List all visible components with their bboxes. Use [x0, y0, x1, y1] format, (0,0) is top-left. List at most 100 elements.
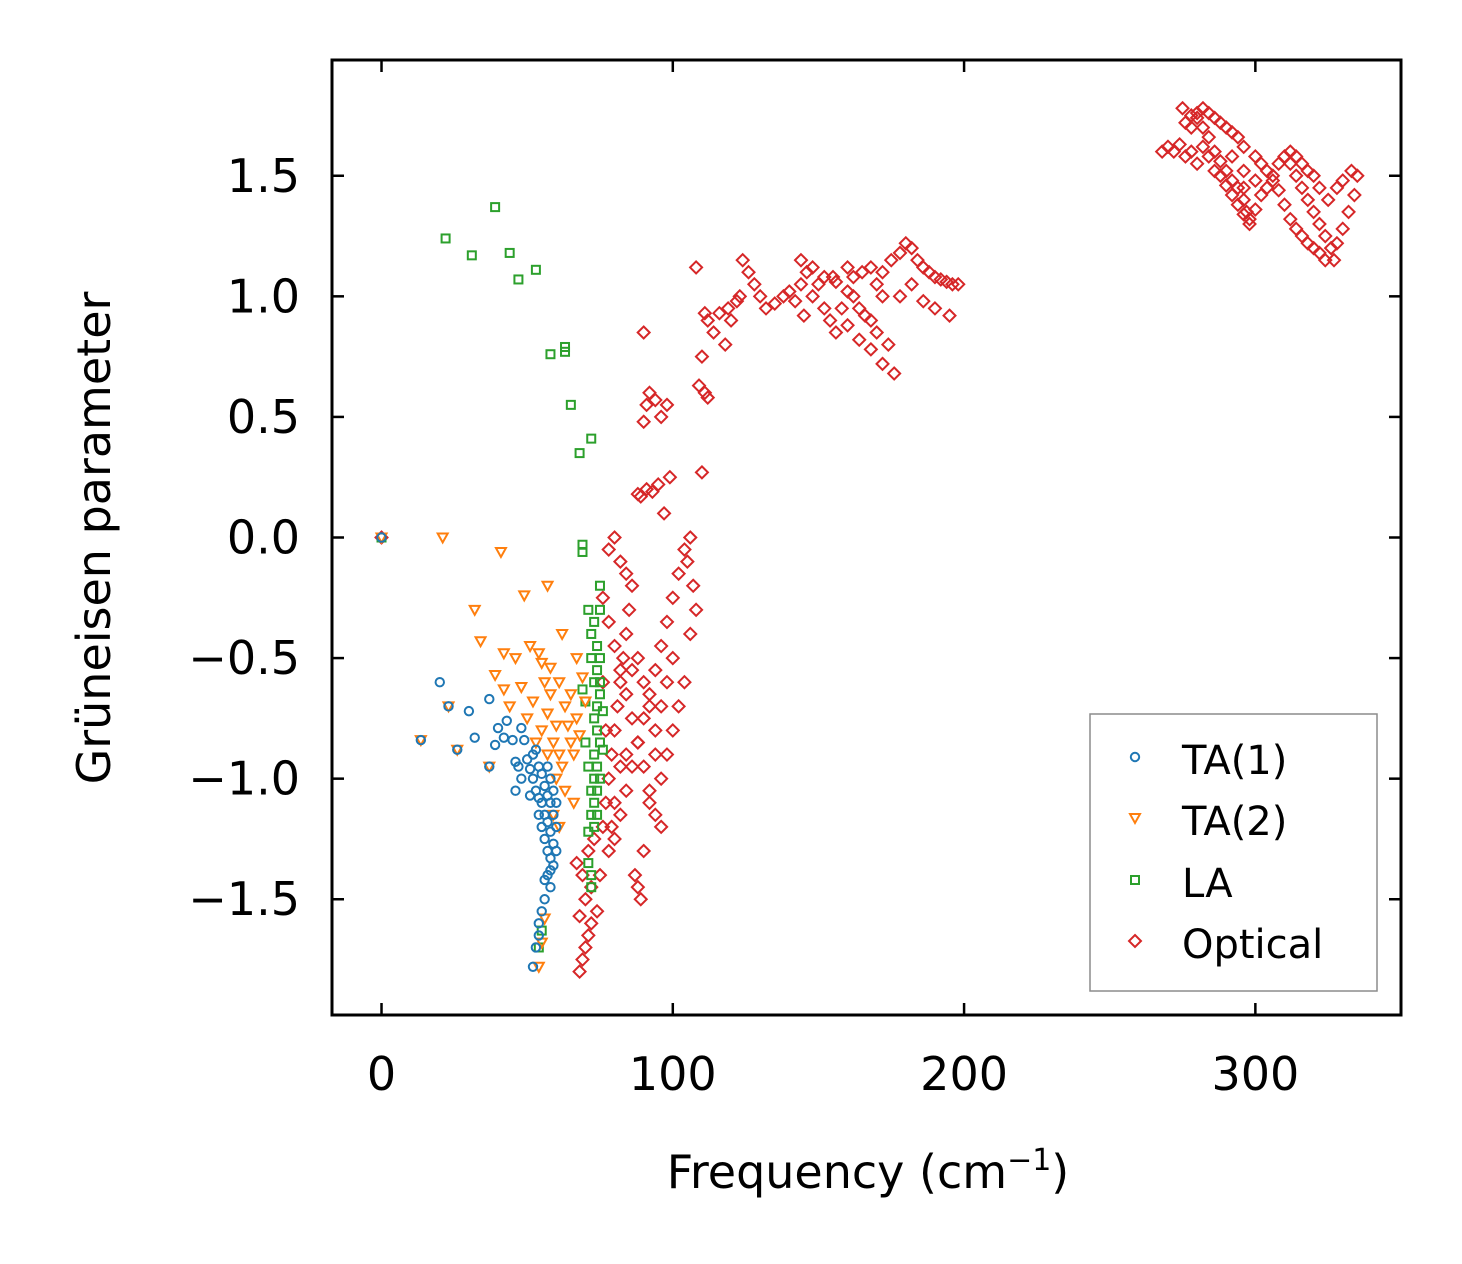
data-point	[551, 845, 562, 857]
data-point	[594, 604, 605, 615]
data-point	[1317, 228, 1333, 244]
data-point	[583, 604, 594, 615]
data-point	[618, 686, 634, 702]
data-point	[592, 761, 603, 772]
data-point	[539, 833, 550, 845]
data-point	[840, 259, 855, 275]
data-point	[484, 761, 495, 772]
data-point	[592, 665, 603, 676]
plot-frame	[330, 58, 1403, 1017]
data-point	[671, 698, 687, 714]
data-point	[469, 732, 480, 743]
data-point	[548, 809, 559, 821]
x-tick-label: 0	[367, 1047, 396, 1101]
data-point	[586, 785, 597, 796]
data-point	[539, 894, 550, 905]
data-point	[627, 867, 643, 883]
data-point	[545, 797, 556, 808]
data-point	[863, 313, 879, 328]
data-point	[700, 313, 716, 328]
data-point	[1236, 180, 1252, 196]
data-point	[694, 349, 710, 365]
data-point	[1312, 216, 1327, 232]
y-tick-label: 0.5	[227, 390, 300, 444]
series-optical	[374, 100, 1365, 980]
data-point	[527, 961, 539, 972]
data-point	[1317, 252, 1333, 268]
data-point	[1271, 182, 1287, 198]
data-point	[1236, 163, 1252, 179]
data-point	[489, 739, 501, 751]
data-point	[543, 689, 558, 702]
data-point	[612, 759, 628, 775]
data-point	[1346, 187, 1362, 203]
data-point	[636, 414, 652, 430]
data-point	[642, 795, 657, 811]
data-point	[540, 749, 555, 762]
data-point	[1300, 192, 1316, 208]
data-point	[468, 604, 482, 617]
data-point	[520, 713, 534, 726]
data-point	[869, 325, 885, 340]
legend-label-optical: Optical	[1182, 922, 1323, 968]
data-point	[574, 448, 585, 459]
data-point	[552, 677, 566, 690]
data-point	[592, 725, 603, 736]
series-la	[376, 202, 608, 953]
data-point	[720, 300, 736, 316]
data-point	[555, 761, 569, 774]
data-point	[586, 433, 597, 444]
data-point	[604, 819, 620, 835]
data-point	[507, 734, 518, 746]
data-point	[532, 648, 546, 661]
data-point	[1201, 149, 1217, 164]
data-point	[546, 737, 561, 750]
data-point	[621, 602, 637, 618]
data-point	[883, 252, 899, 268]
data-point	[746, 276, 762, 292]
data-point	[536, 906, 547, 917]
data-point	[540, 580, 555, 593]
data-point	[497, 684, 511, 697]
data-point	[1236, 139, 1252, 155]
data-point	[1277, 197, 1292, 213]
data-point	[543, 662, 558, 675]
data-point	[688, 259, 704, 275]
data-point	[729, 293, 745, 309]
legend-marker-circle	[1129, 751, 1141, 763]
data-point	[523, 641, 537, 654]
data-point	[880, 337, 896, 352]
legend-marker-diamond	[1127, 933, 1143, 949]
data-point	[700, 390, 716, 406]
x-tick-label: 200	[920, 1047, 1008, 1101]
data-point	[539, 874, 550, 886]
data-point	[473, 636, 488, 649]
data-point	[647, 807, 663, 823]
data-point	[618, 626, 634, 642]
data-point	[440, 233, 451, 244]
data-point	[415, 734, 427, 746]
data-point	[497, 648, 511, 661]
data-point	[607, 638, 622, 654]
data-point	[659, 674, 675, 690]
data-point	[452, 744, 463, 755]
data-point	[502, 701, 517, 714]
data-point	[586, 882, 597, 893]
data-point	[636, 325, 652, 340]
data-point	[612, 807, 628, 823]
data-point	[851, 332, 867, 348]
data-point	[653, 638, 669, 654]
data-point	[659, 747, 675, 762]
data-point	[594, 580, 605, 591]
data-point	[551, 821, 562, 833]
data-point	[589, 773, 600, 784]
data-point	[650, 477, 666, 492]
x-tick-label: 100	[629, 1047, 717, 1101]
data-point	[558, 701, 572, 714]
data-point	[466, 250, 477, 261]
data-point	[490, 202, 501, 213]
data-point	[586, 628, 597, 639]
data-point	[572, 964, 588, 980]
data-point	[545, 773, 556, 784]
